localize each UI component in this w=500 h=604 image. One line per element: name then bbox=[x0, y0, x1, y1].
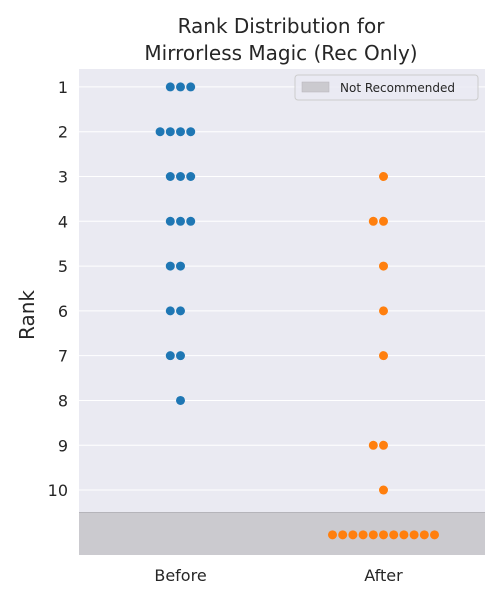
legend-label: Not Recommended bbox=[340, 81, 455, 95]
point-before-rank-7-1 bbox=[165, 351, 175, 361]
point-after-rank-4-2 bbox=[379, 216, 388, 226]
point-before-rank-2-3 bbox=[176, 127, 185, 137]
point-before-rank-6-2 bbox=[176, 306, 185, 316]
point-before-rank-1-1 bbox=[165, 82, 175, 92]
y-tick-label-7: 7 bbox=[58, 347, 68, 366]
point-before-rank-3-1 bbox=[165, 172, 175, 182]
y-axis-label: Rank bbox=[15, 290, 39, 340]
point-after-rank-not-recommended-10 bbox=[419, 530, 429, 540]
point-before-rank-1-2 bbox=[176, 82, 185, 92]
point-after-rank-not-recommended-1 bbox=[328, 530, 337, 540]
point-after-rank-4-1 bbox=[368, 216, 378, 226]
point-after-rank-7-1 bbox=[379, 351, 388, 361]
point-before-rank-3-3 bbox=[186, 172, 196, 182]
point-before-rank-2-4 bbox=[186, 127, 196, 137]
point-after-rank-not-recommended-3 bbox=[348, 530, 358, 540]
x-tick-label-before: Before bbox=[154, 566, 206, 585]
point-before-rank-4-3 bbox=[186, 216, 196, 226]
point-after-rank-5-1 bbox=[379, 261, 388, 271]
point-after-rank-not-recommended-7 bbox=[389, 530, 399, 540]
y-tick-label-10: 10 bbox=[48, 481, 68, 500]
point-before-rank-2-1 bbox=[155, 127, 165, 137]
y-tick-label-2: 2 bbox=[58, 123, 68, 142]
point-before-rank-5-1 bbox=[165, 261, 175, 271]
chart-title-line-2: Mirrorless Magic (Rec Only) bbox=[144, 41, 417, 65]
point-after-rank-not-recommended-9 bbox=[409, 530, 419, 540]
point-after-rank-3-1 bbox=[379, 172, 388, 182]
point-before-rank-4-2 bbox=[176, 216, 185, 226]
y-tick-label-8: 8 bbox=[58, 391, 68, 410]
point-after-rank-not-recommended-8 bbox=[399, 530, 409, 540]
point-after-rank-not-recommended-4 bbox=[358, 530, 368, 540]
point-after-rank-6-1 bbox=[379, 306, 388, 316]
x-tick-label-after: After bbox=[364, 566, 403, 585]
point-after-rank-not-recommended-11 bbox=[430, 530, 439, 540]
point-before-rank-1-3 bbox=[186, 82, 196, 92]
y-tick-label-9: 9 bbox=[58, 436, 68, 455]
point-after-rank-10-1 bbox=[379, 485, 388, 495]
legend-box bbox=[294, 74, 479, 101]
point-after-rank-not-recommended-2 bbox=[338, 530, 348, 540]
point-after-rank-9-2 bbox=[379, 440, 388, 450]
point-before-rank-3-2 bbox=[176, 172, 185, 182]
y-tick-label-4: 4 bbox=[58, 212, 68, 231]
point-after-rank-not-recommended-6 bbox=[379, 530, 388, 540]
y-tick-label-1: 1 bbox=[58, 78, 68, 97]
point-before-rank-2-2 bbox=[165, 127, 175, 137]
y-tick-label-3: 3 bbox=[58, 168, 68, 187]
y-tick-label-5: 5 bbox=[58, 257, 68, 276]
point-after-rank-not-recommended-5 bbox=[368, 530, 378, 540]
point-before-rank-6-1 bbox=[165, 306, 175, 316]
point-before-rank-8-1 bbox=[176, 395, 185, 405]
point-before-rank-7-2 bbox=[176, 351, 185, 361]
chart-title-line-1: Rank Distribution for bbox=[178, 14, 386, 38]
point-after-rank-9-1 bbox=[368, 440, 378, 450]
legend-swatch bbox=[301, 81, 330, 93]
plot-area: 1 2 3 4 5 6 7 8 9 10 Before After Not Recommended bbox=[48, 69, 485, 585]
point-before-rank-5-2 bbox=[176, 261, 185, 271]
plot-background bbox=[79, 69, 485, 555]
point-before-rank-4-1 bbox=[165, 216, 175, 226]
y-tick-label-6: 6 bbox=[58, 302, 68, 321]
